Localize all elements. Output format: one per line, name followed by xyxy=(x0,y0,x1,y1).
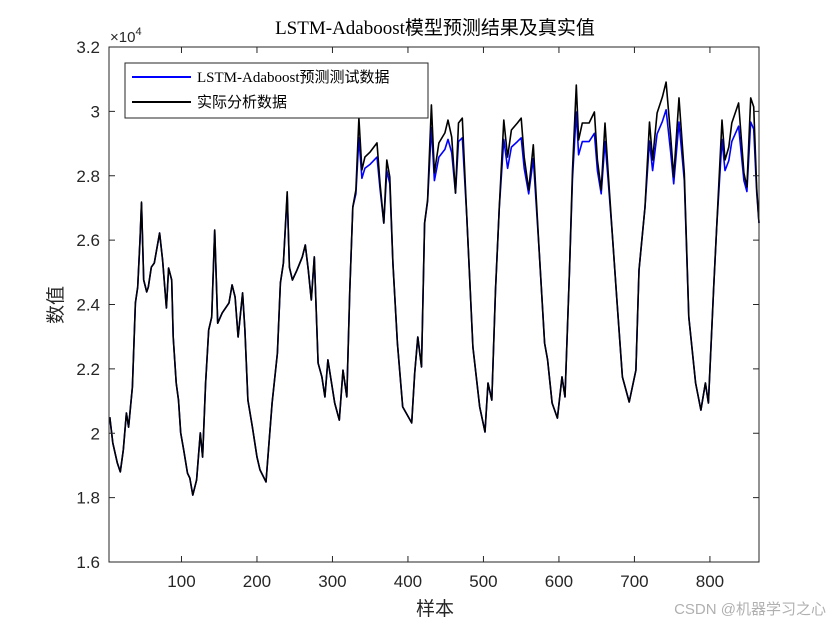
x-tick-label: 100 xyxy=(167,572,195,591)
ticks: 100 200 300 400 500 600 700 800 1.6 1.8 2 2.2 2.4 2.6… xyxy=(76,38,759,591)
y-tick-label: 2.4 xyxy=(76,296,100,315)
legend: LSTM-Adaboost预测测试数据 实际分析数据 xyxy=(124,62,429,119)
x-tick-label: 600 xyxy=(545,572,573,591)
x-tick-label: 700 xyxy=(620,572,648,591)
y-exponent-label: ×104 xyxy=(110,26,142,46)
y-tick-label: 1.8 xyxy=(76,489,100,508)
y-tick-label: 3 xyxy=(91,102,100,121)
y-tick-label: 3.2 xyxy=(76,38,100,57)
y-tick-label: 2 xyxy=(91,424,100,443)
legend-box xyxy=(124,62,429,119)
y-tick-label: 2.2 xyxy=(76,360,100,379)
chart-title: LSTM-Adaboost模型预测结果及真实值 xyxy=(275,17,595,39)
watermark: CSDN @机器学习之心 xyxy=(674,601,826,618)
x-tick-label: 500 xyxy=(469,572,497,591)
series-lines xyxy=(109,81,760,496)
x-axis-label: 样本 xyxy=(416,598,454,620)
y-tick-label: 2.6 xyxy=(76,231,100,250)
y-axis-label: 数值 xyxy=(45,286,67,324)
y-tick-label: 1.6 xyxy=(76,553,100,572)
legend-label-predicted: LSTM-Adaboost预测测试数据 xyxy=(197,69,390,86)
x-tick-label: 400 xyxy=(394,572,422,591)
legend-label-actual: 实际分析数据 xyxy=(197,94,287,111)
series-line-actual xyxy=(109,81,760,496)
x-tick-label: 300 xyxy=(318,572,346,591)
x-tick-label: 800 xyxy=(696,572,724,591)
x-tick-label: 200 xyxy=(243,572,271,591)
y-tick-label: 2.8 xyxy=(76,167,100,186)
